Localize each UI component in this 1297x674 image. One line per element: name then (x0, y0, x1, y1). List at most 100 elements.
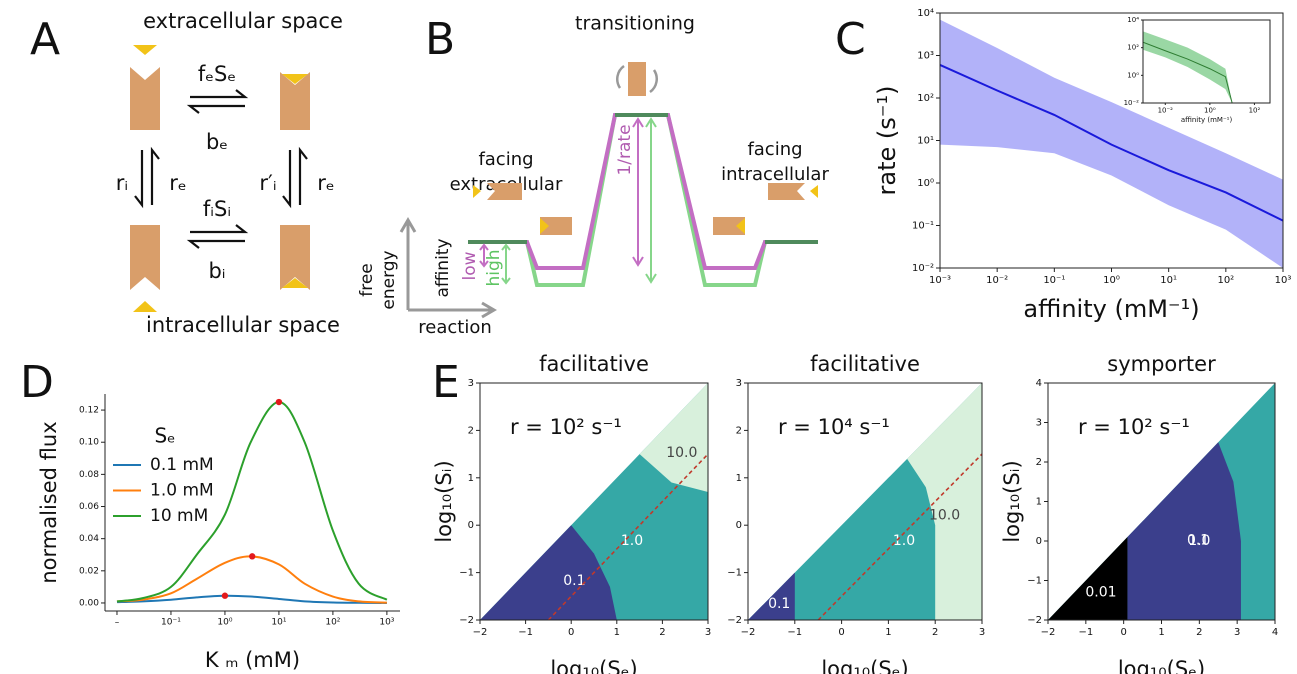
legend-label: 10 mM (150, 506, 208, 526)
y-tick-label: 0 (468, 520, 474, 531)
label: facing (747, 139, 802, 160)
y-tick-label: 3 (736, 378, 742, 389)
optimum-marker (249, 553, 256, 560)
x-tick-label: 1 (885, 627, 891, 638)
x-tick-label: 10² (1217, 275, 1234, 286)
y-tick-label: −1 (727, 568, 742, 579)
x-tick-label: 10³ (379, 618, 394, 628)
panel-letter: D (20, 357, 54, 408)
y-tick-label: 0.06 (79, 502, 99, 512)
y-tick-label: −2 (459, 615, 474, 626)
region-label: 10.0 (929, 508, 960, 524)
x-tick-label: −2 (1041, 627, 1056, 638)
y-tick-label: 4 (1036, 378, 1042, 389)
region-label: 1.0 (1188, 533, 1210, 549)
region (907, 383, 982, 620)
x-tick-label: 10¹ (271, 618, 286, 628)
x-tick-label: 4 (1272, 627, 1278, 638)
panel-a: A extracellular space fₑSₑ bₑ rᵢ rₑ r′ᵢ … (30, 9, 343, 337)
y-tick-label: 0.10 (79, 438, 99, 448)
y-tick-label: 0.08 (79, 470, 99, 480)
affinity-arrow (479, 243, 489, 268)
x-tick-label: 3 (979, 627, 985, 638)
x-axis-label: log₁₀(Sₑ) (821, 657, 908, 674)
chart-title: facilitative (810, 352, 920, 376)
panel-letter: E (432, 357, 460, 408)
x-tick-label: −2 (741, 627, 756, 638)
panel-b: B transitioning facing extracellular fac… (357, 13, 829, 339)
y-tick-label: 10⁻¹ (912, 221, 934, 232)
y-tick-label: 0.00 (79, 598, 99, 608)
label: extracellular space (143, 9, 343, 33)
y-tick-label: 10⁴ (917, 8, 934, 19)
x-tick-label: 10⁻² (986, 275, 1008, 286)
annotation: r = 10² s⁻¹ (510, 415, 622, 439)
equilibrium-arrow (186, 224, 249, 249)
label: fᵢSᵢ (203, 197, 231, 221)
label: intracellular (721, 164, 829, 185)
x-tick-label: −1 (1078, 627, 1093, 638)
y-tick-label: 10⁻² (1124, 99, 1140, 107)
y-axis-label: log₁₀(Sᵢ) (1000, 460, 1024, 542)
label: 1/rate (615, 124, 635, 175)
transporter (487, 183, 522, 200)
region (1048, 537, 1128, 620)
series-line (1142, 41, 1233, 104)
frame (479, 382, 709, 621)
y-tick-label: 1 (736, 473, 742, 484)
legend-title: Sₑ (154, 424, 175, 448)
y-tick-label: 10² (917, 93, 934, 104)
x-tick-label: 10¹ (1160, 275, 1177, 286)
annotation: r = 10² s⁻¹ (1078, 415, 1190, 439)
x-tick-label: 3 (1234, 627, 1240, 638)
label: intracellular space (146, 313, 340, 337)
legend-label: 0.1 mM (150, 455, 214, 475)
transporter (280, 225, 310, 290)
substrate (810, 185, 818, 198)
y-tick-label: 2 (468, 425, 474, 436)
substrate (282, 74, 308, 84)
chart: 1.0 0.1 10.0 facilitative r = 10⁴ s⁻¹ −2 −1 0 1 2… (727, 352, 985, 674)
label: affinity (433, 238, 453, 297)
region-label: 1.0 (893, 533, 915, 549)
region (639, 383, 708, 493)
substrate (133, 301, 157, 312)
x-tick-label: 0 (1120, 627, 1126, 638)
y-axis-label: rate (s⁻¹) (873, 86, 901, 196)
panel-letter: A (30, 14, 60, 65)
region (748, 572, 795, 620)
y-axis-label: normalised flux (37, 421, 61, 583)
region (1127, 442, 1241, 620)
reference-line (817, 453, 983, 621)
label: r′ᵢ (259, 171, 276, 195)
label: rᵢ (116, 171, 128, 195)
x-tick-label: 10⁰ (1103, 275, 1120, 286)
y-tick-label: 3 (468, 378, 474, 389)
rate-arrow (632, 117, 644, 267)
y-tick-label: −2 (727, 615, 742, 626)
series-line (116, 401, 388, 603)
x-tick-label: −1 (787, 627, 802, 638)
transporter (130, 67, 160, 130)
y-tick-label: 0 (1036, 536, 1042, 547)
y-tick-label: 10⁴ (1127, 16, 1139, 24)
rate-arrow (645, 117, 657, 284)
label: transitioning (575, 13, 695, 35)
energy-shared (468, 113, 818, 244)
label: fₑSₑ (198, 62, 236, 86)
frame (747, 382, 983, 621)
label: bₑ (206, 130, 228, 154)
x-tick-label: 10⁻³ (929, 275, 951, 286)
transporter (713, 217, 745, 235)
x-tick-label: −1 (518, 627, 533, 638)
region-label: 0.1 (768, 596, 790, 612)
y-tick-label: 10² (1127, 44, 1139, 52)
series-line (939, 64, 1284, 222)
substrate (282, 278, 308, 288)
y-tick-label: 0.02 (79, 566, 99, 576)
x-tick-label: 10² (1249, 107, 1261, 115)
x-tick-label: 10² (325, 618, 340, 628)
substrate (736, 218, 745, 234)
y-tick-label: 0 (736, 520, 742, 531)
